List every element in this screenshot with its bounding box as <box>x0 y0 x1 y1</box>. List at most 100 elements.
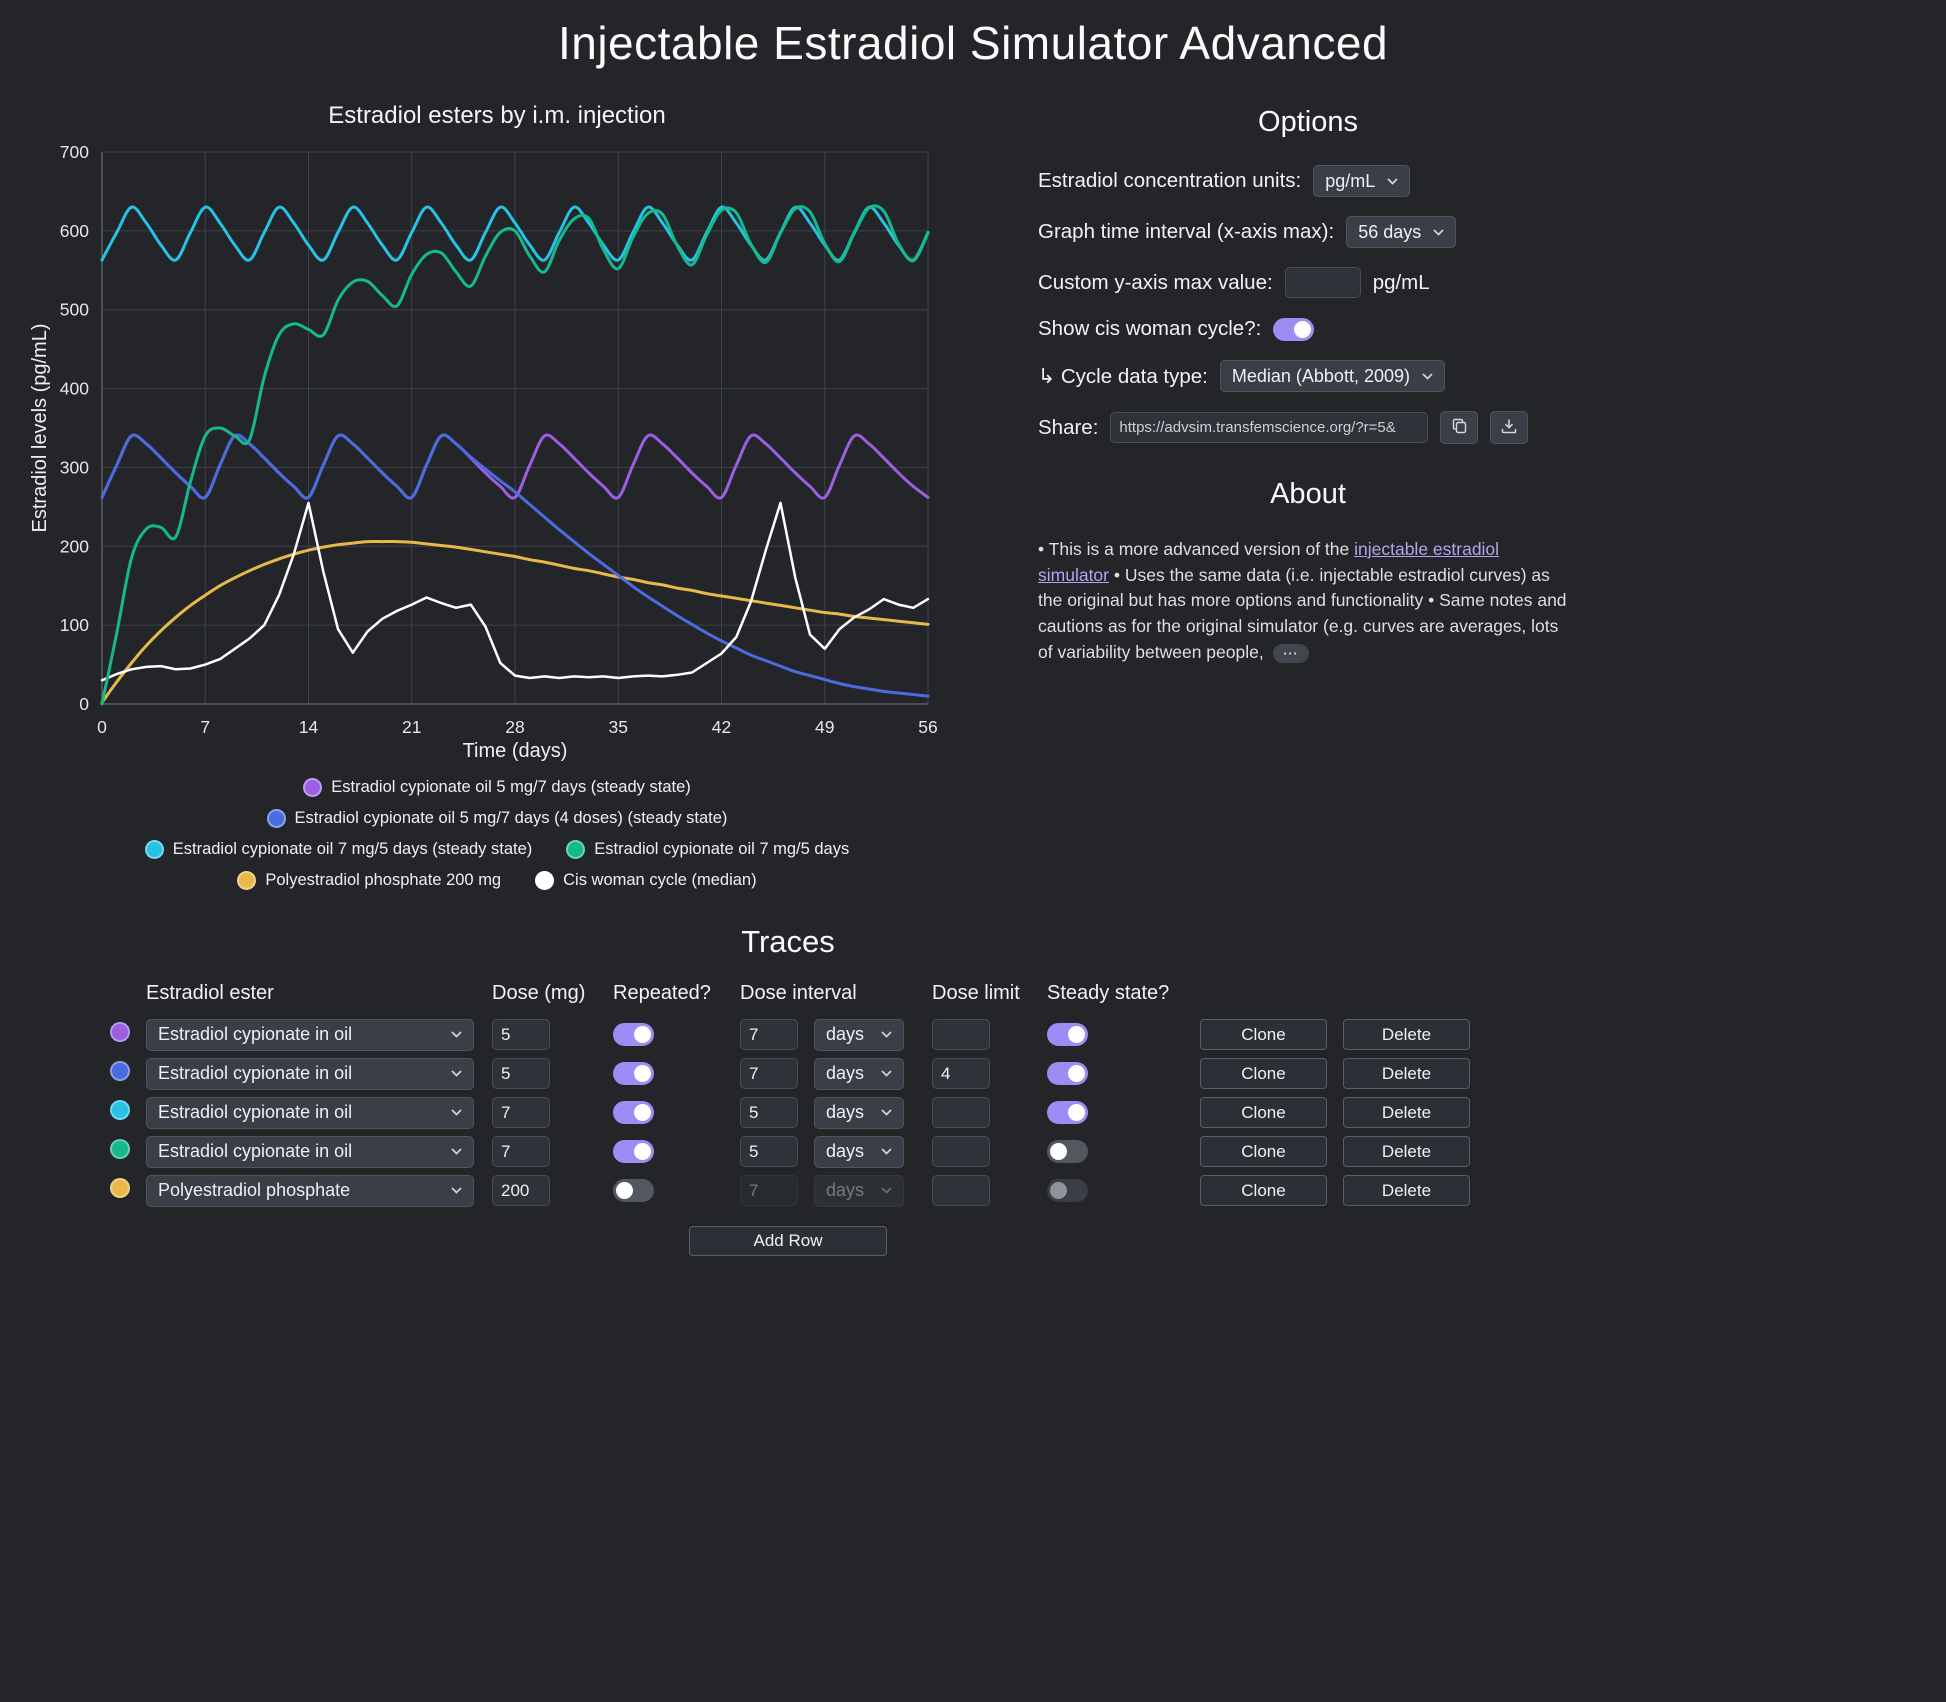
dose-input[interactable] <box>492 1019 550 1050</box>
cycle-type-label: ↳ Cycle data type: <box>1038 364 1208 388</box>
clone-button[interactable]: Clone <box>1200 1136 1327 1167</box>
delete-button[interactable]: Delete <box>1343 1175 1470 1206</box>
dose-input[interactable] <box>492 1175 550 1206</box>
svg-text:Time (days): Time (days) <box>463 740 568 762</box>
chevron-down-icon <box>451 1109 462 1116</box>
svg-text:100: 100 <box>60 615 89 635</box>
chevron-down-icon <box>881 1070 892 1077</box>
svg-text:7: 7 <box>200 717 210 737</box>
dose-limit-input[interactable] <box>932 1058 990 1089</box>
clone-button[interactable]: Clone <box>1200 1175 1327 1206</box>
dose-interval-unit-select-value: days <box>826 1024 865 1044</box>
dose-interval-input[interactable] <box>740 1097 798 1128</box>
ester-select[interactable]: Estradiol cypionate in oil <box>146 1096 474 1129</box>
chevron-down-icon <box>1433 228 1444 236</box>
steady-state-toggle[interactable] <box>1047 1179 1088 1202</box>
delete-button[interactable]: Delete <box>1343 1019 1470 1050</box>
simulator-link[interactable]: injectable estradiol simulator <box>1038 539 1500 585</box>
chevron-down-icon <box>1422 372 1433 380</box>
clone-button[interactable]: Clone <box>1200 1019 1327 1050</box>
trace-color-swatch <box>110 1022 130 1042</box>
repeated-toggle[interactable] <box>613 1062 654 1085</box>
dose-interval-unit-select[interactable]: days <box>814 1174 904 1207</box>
copy-link-button[interactable] <box>1440 411 1479 444</box>
dose-limit-input[interactable] <box>932 1136 990 1167</box>
download-button[interactable] <box>1490 411 1529 444</box>
download-icon <box>1501 416 1517 440</box>
svg-text:35: 35 <box>609 717 628 737</box>
repeated-toggle[interactable] <box>613 1179 654 1202</box>
share-label: Share: <box>1038 415 1099 439</box>
trace-color-swatch <box>110 1061 130 1081</box>
legend-item[interactable]: Cis woman cycle (median) <box>535 871 757 890</box>
steady-state-toggle[interactable] <box>1047 1023 1088 1046</box>
chevron-down-icon <box>451 1148 462 1155</box>
ymax-input[interactable] <box>1284 267 1361 298</box>
time-interval-select-value: 56 days <box>1358 221 1422 242</box>
legend-item[interactable]: Estradiol cypionate oil 7 mg/5 days <box>566 840 849 859</box>
time-interval-select[interactable]: 56 days <box>1346 216 1457 248</box>
delete-button[interactable]: Delete <box>1343 1058 1470 1089</box>
legend-item[interactable]: Polyestradiol phosphate 200 mg <box>237 871 501 890</box>
legend-item[interactable]: Estradiol cypionate oil 5 mg/7 days (4 d… <box>266 809 727 828</box>
dose-input[interactable] <box>492 1058 550 1089</box>
dose-interval-input[interactable] <box>740 1058 798 1089</box>
repeated-toggle[interactable] <box>613 1023 654 1046</box>
units-select-value: pg/mL <box>1325 170 1376 191</box>
clone-button[interactable]: Clone <box>1200 1058 1327 1089</box>
add-row-button[interactable]: Add Row <box>689 1226 887 1256</box>
repeated-toggle[interactable] <box>613 1140 654 1163</box>
trace-row: Estradiol cypionate in oil days Clone Delet… <box>105 1132 1471 1171</box>
steady-state-toggle[interactable] <box>1047 1140 1088 1163</box>
ester-select[interactable]: Estradiol cypionate in oil <box>146 1057 474 1090</box>
dose-limit-input[interactable] <box>932 1019 990 1050</box>
clone-button[interactable]: Clone <box>1200 1097 1327 1128</box>
legend-color-dot <box>303 778 323 797</box>
dose-interval-unit-select[interactable]: days <box>814 1018 904 1051</box>
dose-interval-unit-select[interactable]: days <box>814 1057 904 1090</box>
cycle-type-select[interactable]: Median (Abbott, 2009) <box>1219 360 1445 392</box>
toggle-knob <box>1068 1065 1085 1082</box>
about-text-pre: • This is a more advanced version of the <box>1038 539 1355 559</box>
dose-interval-unit-select[interactable]: days <box>814 1096 904 1129</box>
legend-label: Cis woman cycle (median) <box>563 871 757 889</box>
dose-interval-input[interactable] <box>740 1136 798 1167</box>
svg-text:14: 14 <box>299 717 319 737</box>
column-header: Dose (mg) <box>492 982 586 1004</box>
dose-limit-input[interactable] <box>932 1175 990 1206</box>
dose-input[interactable] <box>492 1097 550 1128</box>
about-text: • This is a more advanced version of the… <box>1038 537 1568 666</box>
steady-state-toggle[interactable] <box>1047 1101 1088 1124</box>
svg-text:49: 49 <box>815 717 834 737</box>
traces-table-header: Estradiol ester Dose (mg) Repeated? Dose in… <box>105 982 1471 1005</box>
legend-color-dot <box>566 840 586 859</box>
dose-limit-input[interactable] <box>932 1097 990 1128</box>
dose-input[interactable] <box>492 1136 550 1167</box>
cycle-toggle-label: Show cis woman cycle?: <box>1038 317 1262 340</box>
repeated-toggle[interactable] <box>613 1101 654 1124</box>
delete-button[interactable]: Delete <box>1343 1097 1470 1128</box>
expand-about-button[interactable]: ⋯ <box>1272 643 1309 663</box>
units-select[interactable]: pg/mL <box>1313 165 1411 197</box>
legend-item[interactable]: Estradiol cypionate oil 7 mg/5 days (ste… <box>144 840 532 859</box>
share-url-input[interactable] <box>1110 412 1429 443</box>
dose-interval-unit-select[interactable]: days <box>814 1135 904 1168</box>
dose-interval-input[interactable] <box>740 1175 798 1206</box>
ester-select[interactable]: Estradiol cypionate in oil <box>146 1135 474 1168</box>
toggle-knob <box>634 1065 651 1082</box>
legend-label: Polyestradiol phosphate 200 mg <box>265 871 502 889</box>
time-interval-label: Graph time interval (x-axis max): <box>1038 220 1335 243</box>
dose-interval-input[interactable] <box>740 1019 798 1050</box>
legend-item[interactable]: Estradiol cypionate oil 5 mg/7 days (ste… <box>303 778 691 797</box>
traces-section: Traces Estradiol ester Dose (mg) Repeated?… <box>105 924 1471 1256</box>
steady-state-toggle[interactable] <box>1047 1062 1088 1085</box>
delete-button[interactable]: Delete <box>1343 1136 1470 1167</box>
dose-interval-unit-select-value: days <box>826 1102 865 1122</box>
ester-select[interactable]: Polyestradiol phosphate <box>146 1174 474 1207</box>
legend-label: Estradiol cypionate oil 5 mg/7 days (ste… <box>331 778 691 796</box>
legend-color-dot <box>266 809 286 828</box>
show-cycle-toggle[interactable] <box>1273 317 1315 341</box>
toggle-knob <box>634 1143 651 1160</box>
svg-text:700: 700 <box>60 142 89 162</box>
ester-select[interactable]: Estradiol cypionate in oil <box>146 1018 474 1051</box>
